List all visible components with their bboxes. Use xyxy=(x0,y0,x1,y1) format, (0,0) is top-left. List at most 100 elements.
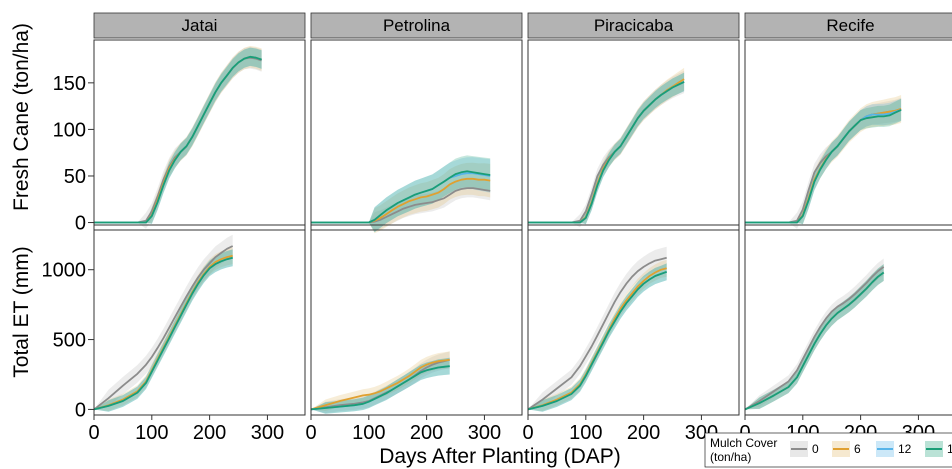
y-axis-title-fresh-cane: Fresh Cane (ton/ha) xyxy=(10,23,33,211)
strip-recife xyxy=(744,12,952,39)
y-tick-label: 150 xyxy=(53,73,86,95)
panel-border xyxy=(93,224,306,416)
legend-entry-18: 18 xyxy=(925,441,952,457)
legend-entries: 0 6 12 18 xyxy=(790,441,952,457)
panel-piracicaba-fresh-cane-ton-ha- xyxy=(527,39,740,231)
uncertainty-band-mulch-12 xyxy=(311,157,491,233)
series-line-mulch-0 xyxy=(93,245,234,411)
uncertainty-band-mulch-12 xyxy=(745,264,884,410)
panel-recife-total-et-mm- xyxy=(744,224,952,416)
uncertainty-band-mulch-6 xyxy=(94,247,233,411)
panel-border xyxy=(527,224,740,416)
series-line-mulch-18 xyxy=(93,256,233,411)
panel-border xyxy=(93,39,306,231)
strip-label-jatai: Jatai xyxy=(182,16,218,35)
series-line-mulch-18 xyxy=(527,270,668,411)
strip-label-recife: Recife xyxy=(826,16,874,35)
series-line-mulch-18 xyxy=(94,55,262,224)
x-tick-label: 300 xyxy=(468,422,501,444)
x-tick-label: 100 xyxy=(352,422,385,444)
uncertainty-band-mulch-6 xyxy=(311,351,450,411)
y-tick-label: 500 xyxy=(53,330,86,352)
legend-entry-0: 0 xyxy=(790,441,819,457)
uncertainty-band-mulch-0 xyxy=(528,246,667,410)
series-line-mulch-12 xyxy=(94,55,262,224)
x-axis-petrolina: 0 100 200 300 xyxy=(305,415,501,444)
y-axes: 0 50 100 150 0 500 1000 xyxy=(42,73,94,421)
uncertainty-band-mulch-12 xyxy=(94,47,262,224)
panel-border xyxy=(744,224,952,416)
strip-piracicaba xyxy=(527,12,740,39)
panel-border xyxy=(744,39,952,231)
series-line-mulch-6 xyxy=(94,55,262,224)
strip-label-petrolina: Petrolina xyxy=(383,16,451,35)
series-line-mulch-0 xyxy=(527,256,667,411)
y-axis-fresh-cane-ton-ha-: 0 50 100 150 xyxy=(53,73,94,235)
y-tick-label: 0 xyxy=(75,213,86,235)
strip-jatai xyxy=(93,12,306,39)
uncertainty-band-mulch-18 xyxy=(528,263,667,412)
uncertainty-band-mulch-12 xyxy=(94,249,233,412)
panel-border xyxy=(527,39,740,231)
strip-petrolina xyxy=(310,12,523,39)
panel-jatai-total-et-mm- xyxy=(93,224,306,416)
legend-label: 18 xyxy=(947,442,952,456)
uncertainty-band-mulch-12 xyxy=(745,98,902,225)
panel-piracicaba-total-et-mm- xyxy=(527,224,740,416)
uncertainty-band-mulch-6 xyxy=(94,45,262,224)
x-axis-jatai: 0 100 200 300 xyxy=(88,415,284,444)
x-tick-label: 200 xyxy=(410,422,443,444)
uncertainty-band-mulch-12 xyxy=(528,263,667,412)
legend-label: 12 xyxy=(898,442,912,456)
facet-strips: Jatai Petrolina Piracicaba Recife xyxy=(93,12,952,39)
facet-panels xyxy=(93,39,952,416)
x-axis-title: Days After Planting (DAP) xyxy=(379,445,621,468)
strip-label-piracicaba: Piracicaba xyxy=(594,16,674,35)
panel-petrolina-total-et-mm- xyxy=(310,224,523,416)
y-tick-label: 0 xyxy=(75,399,86,421)
x-tick-label: 100 xyxy=(135,422,168,444)
legend: Mulch Cover (ton/ha) 0 6 12 18 xyxy=(704,432,952,468)
x-tick-label: 100 xyxy=(569,422,602,444)
legend-title-line1: Mulch Cover xyxy=(710,436,777,450)
series-line-mulch-6 xyxy=(310,358,450,411)
panel-recife-fresh-cane-ton-ha- xyxy=(744,39,952,231)
legend-label: 0 xyxy=(812,442,819,456)
panel-border xyxy=(310,39,523,231)
legend-title-line2: (ton/ha) xyxy=(710,450,751,464)
y-axis-title-total-et: Total ET (mm) xyxy=(10,246,33,377)
uncertainty-band-mulch-6 xyxy=(528,67,685,224)
x-tick-label: 200 xyxy=(627,422,660,444)
x-tick-label: 0 xyxy=(522,422,533,444)
series-line-mulch-18 xyxy=(745,109,902,224)
y-tick-label: 50 xyxy=(64,166,86,188)
legend-label: 6 xyxy=(854,442,861,456)
x-axis-piracicaba: 0 100 200 300 xyxy=(522,415,718,444)
y-tick-label: 1000 xyxy=(42,260,87,282)
legend-entry-6: 6 xyxy=(832,441,861,457)
panel-jatai-fresh-cane-ton-ha- xyxy=(93,39,306,231)
x-tick-label: 0 xyxy=(305,422,316,444)
y-tick-label: 100 xyxy=(53,119,86,141)
uncertainty-band-mulch-18 xyxy=(94,47,262,224)
uncertainty-band-mulch-0 xyxy=(745,258,884,410)
uncertainty-band-mulch-6 xyxy=(745,264,884,410)
series-line-mulch-18 xyxy=(310,365,450,411)
series-line-mulch-18 xyxy=(744,271,885,411)
series-line-mulch-18 xyxy=(311,170,491,224)
series-line-mulch-18 xyxy=(528,81,685,224)
series-line-mulch-6 xyxy=(527,267,667,411)
uncertainty-band-mulch-0 xyxy=(94,46,262,229)
panel-border xyxy=(310,224,523,416)
x-tick-label: 0 xyxy=(88,422,99,444)
panel-petrolina-fresh-cane-ton-ha- xyxy=(310,39,523,234)
x-tick-label: 300 xyxy=(251,422,284,444)
legend-box xyxy=(704,432,952,468)
x-tick-label: 200 xyxy=(193,422,226,444)
uncertainty-band-mulch-18 xyxy=(745,98,902,225)
series-line-mulch-0 xyxy=(744,266,885,411)
legend-entry-12: 12 xyxy=(876,441,912,457)
y-axis-total-et-mm-: 0 500 1000 xyxy=(42,260,94,421)
uncertainty-band-mulch-18 xyxy=(745,264,884,410)
